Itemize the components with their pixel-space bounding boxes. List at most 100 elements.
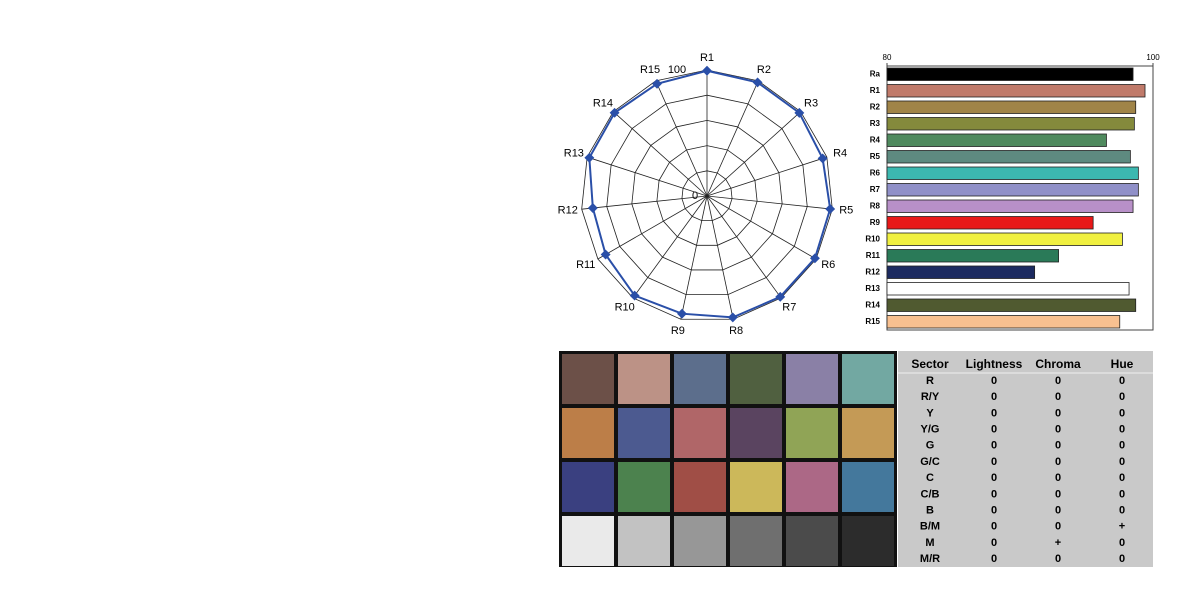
table-cell: 0 <box>991 505 997 517</box>
radar-point <box>600 249 611 260</box>
spoke <box>632 195 708 299</box>
axis-label: R13 <box>564 147 584 159</box>
color-patch <box>786 516 838 566</box>
table-cell: M/R <box>920 553 940 565</box>
spoke <box>706 156 827 197</box>
axis-label: R4 <box>833 147 847 159</box>
table-cell: 0 <box>1055 391 1061 403</box>
color-patch <box>842 408 894 458</box>
table-cell: Y <box>926 407 934 419</box>
axis-label: R3 <box>804 98 818 110</box>
y-tick-label: R14 <box>865 300 880 309</box>
color-patch <box>730 354 782 404</box>
bar <box>886 298 1137 312</box>
axis-label: R8 <box>729 325 743 337</box>
axis-label: R1 <box>700 52 714 64</box>
table-cell: 0 <box>1119 391 1125 403</box>
bar <box>886 84 1146 98</box>
table-cell: 0 <box>991 472 997 484</box>
axis-label: R7 <box>782 302 796 314</box>
grid-ring <box>581 69 833 320</box>
table-cell: B <box>926 505 934 517</box>
color-patch <box>842 516 894 566</box>
radar-point <box>584 152 595 163</box>
bar <box>886 315 1121 329</box>
table-cell: 0 <box>1055 488 1061 500</box>
color-patch <box>674 516 726 566</box>
color-patch <box>618 408 670 458</box>
color-patch <box>562 516 614 566</box>
table-cell: 0 <box>1055 553 1061 565</box>
spoke <box>706 195 782 299</box>
table-cell: 0 <box>1119 472 1125 484</box>
ring <box>606 94 808 295</box>
color-patch <box>842 354 894 404</box>
table-cell: 0 <box>991 407 997 419</box>
spoke <box>706 195 817 260</box>
spoke <box>655 80 708 197</box>
bar <box>886 249 1059 263</box>
table-cell: C <box>926 472 934 484</box>
table-cell: 0 <box>991 521 997 533</box>
table-cell: 0 <box>1055 472 1061 484</box>
x-tick-label: 100 <box>1146 53 1160 62</box>
radar-point <box>794 107 805 118</box>
color-patch <box>562 354 614 404</box>
spoke <box>581 195 708 210</box>
bar <box>886 216 1094 230</box>
table-header: Lightness <box>966 357 1023 371</box>
y-tick-label: R6 <box>870 168 881 177</box>
table-header: Chroma <box>1035 357 1081 371</box>
y-tick-label: R1 <box>870 86 881 95</box>
table-cell: 0 <box>1055 521 1061 533</box>
table-cell: 0 <box>991 375 997 387</box>
ring <box>656 145 758 246</box>
axis-label: R11 <box>576 259 595 271</box>
color-patch <box>842 462 894 512</box>
color-patch <box>674 354 726 404</box>
color-patch <box>674 408 726 458</box>
table-cell: 0 <box>991 456 997 468</box>
table-cell: R/Y <box>921 391 940 403</box>
axis-label: R6 <box>821 259 835 271</box>
table-cell: 0 <box>1055 407 1061 419</box>
spoke <box>706 80 759 197</box>
table-cell: 0 <box>1119 375 1125 387</box>
table-cell: 0 <box>1055 440 1061 452</box>
y-tick-label: R3 <box>870 119 881 128</box>
y-tick-label: R13 <box>865 284 880 293</box>
color-patch <box>730 408 782 458</box>
bar <box>886 183 1139 197</box>
axis-label: R14 <box>593 98 613 110</box>
y-tick-label: R7 <box>870 185 881 194</box>
table-cell: 0 <box>1055 505 1061 517</box>
color-patch <box>618 462 670 512</box>
r-tick-label: 0 <box>692 190 698 202</box>
table-cell: Y/G <box>921 424 940 436</box>
radar-point <box>609 107 620 118</box>
color-patch <box>562 408 614 458</box>
bar <box>886 166 1139 180</box>
spoke <box>706 195 734 320</box>
r-tick-label: 100 <box>668 64 686 76</box>
color-patch <box>730 462 782 512</box>
table-cell: 0 <box>991 424 997 436</box>
table-cell: 0 <box>1119 537 1125 549</box>
radar-point <box>587 203 598 213</box>
table-cell: B/M <box>920 521 940 533</box>
axis-label: R15 <box>640 64 660 76</box>
color-patch <box>674 462 726 512</box>
y-tick-label: R5 <box>870 152 881 161</box>
color-patch <box>618 516 670 566</box>
y-tick-label: R9 <box>870 218 881 227</box>
bar <box>886 282 1130 296</box>
table-cell: 0 <box>1055 375 1061 387</box>
checker-bg <box>559 351 897 567</box>
ring <box>631 119 783 271</box>
table-cell: 0 <box>1119 424 1125 436</box>
color-patch <box>786 408 838 458</box>
x-tick-label: 80 <box>883 53 892 62</box>
spoke <box>587 156 708 197</box>
